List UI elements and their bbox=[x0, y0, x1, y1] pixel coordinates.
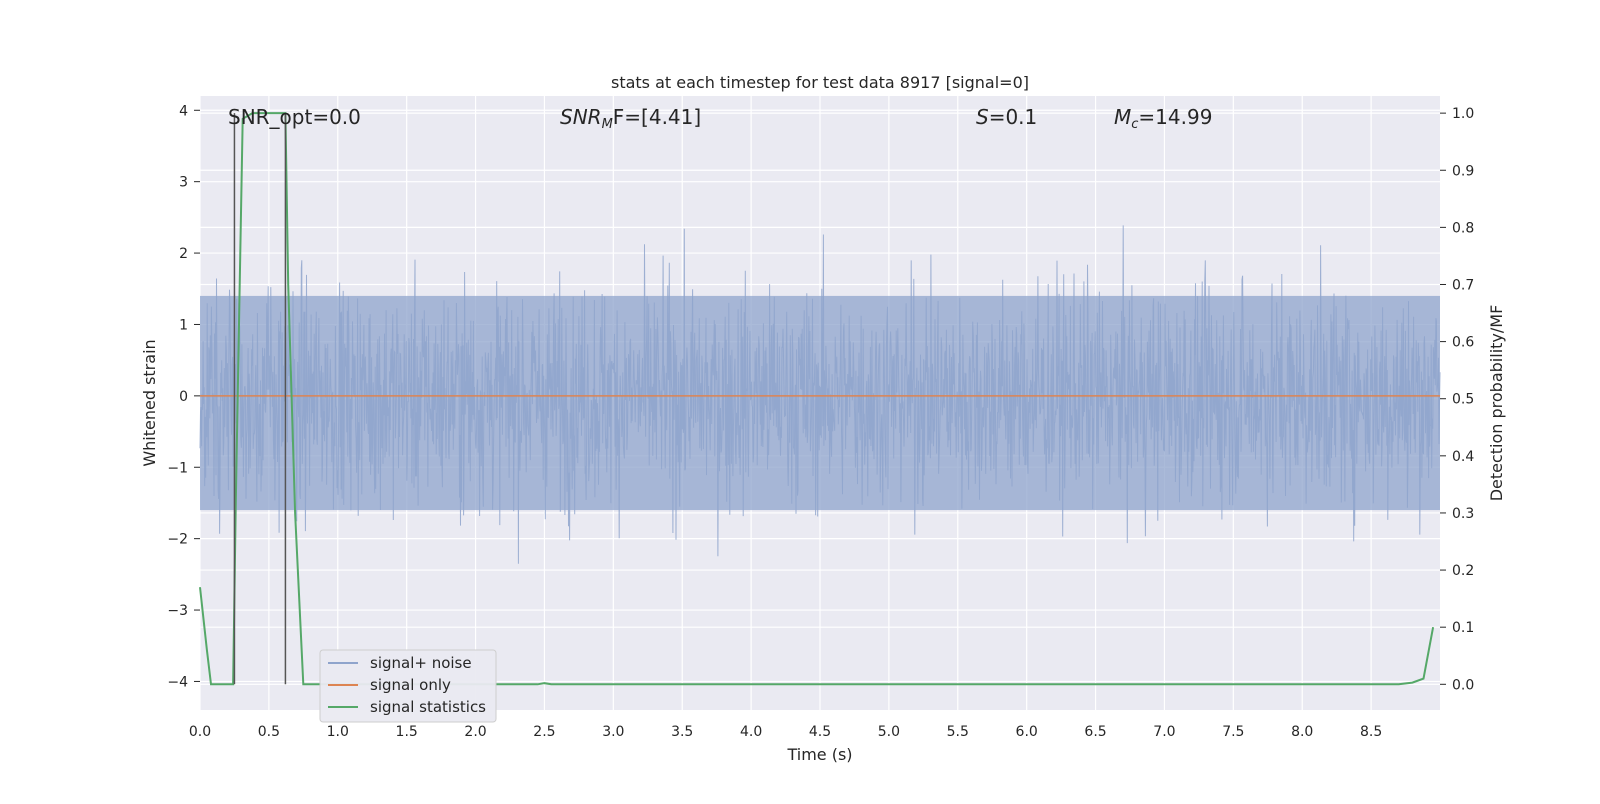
y-tick-label-right: 0.3 bbox=[1452, 506, 1474, 522]
x-tick-label: 5.5 bbox=[947, 724, 969, 740]
y-tick-label-left: −2 bbox=[167, 532, 188, 548]
y-tick-label-left: 3 bbox=[179, 175, 188, 191]
annotation-snr-mf-subscript: M bbox=[602, 117, 613, 132]
annotation-s: S=0.1 bbox=[976, 105, 1037, 129]
y-axis-label-right: Detection probability/MF bbox=[1487, 305, 1506, 502]
x-tick-label: 8.0 bbox=[1291, 724, 1313, 740]
legend-box bbox=[319, 649, 497, 723]
x-tick-labels: 0.0 0.5 1.0 1.5 2.0 2.5 3.0 3.5 4.0 4.5 5.0 5.5 6.0 6… bbox=[189, 724, 1382, 740]
y-tick-labels-left: −4 −3 −2 −1 0 1 2 3 4 bbox=[167, 103, 200, 690]
y-tick-label-right: 0.1 bbox=[1452, 620, 1474, 636]
y-tick-label-left: −4 bbox=[167, 674, 188, 690]
y-tick-label-right: 0.4 bbox=[1452, 449, 1474, 465]
signal-noise-series bbox=[199, 225, 1441, 564]
vertical-markers bbox=[233, 113, 287, 685]
y-tick-label-left: 4 bbox=[179, 103, 188, 119]
annotation-mc: Mc=14.99 bbox=[1114, 105, 1212, 132]
y-tick-label-left: 0 bbox=[179, 389, 188, 405]
y-tick-label-left: −1 bbox=[167, 460, 188, 476]
annotation-mc-subscript: c bbox=[1131, 117, 1138, 132]
y-tick-label-right: 0.7 bbox=[1452, 277, 1474, 293]
annotation-snr-mf-symbol: SNR bbox=[560, 105, 602, 129]
x-tick-label: 7.0 bbox=[1153, 724, 1175, 740]
annotation-snr-mf: SNRMF=[4.41] bbox=[560, 105, 701, 132]
x-tick-label: 0.0 bbox=[189, 724, 211, 740]
series-layer bbox=[199, 112, 1440, 686]
x-tick-label: 7.5 bbox=[1222, 724, 1244, 740]
y-tick-label-right: 0.2 bbox=[1452, 563, 1474, 579]
x-tick-label: 6.5 bbox=[1084, 724, 1106, 740]
x-tick-label: 6.0 bbox=[1016, 724, 1038, 740]
x-axis-label: Time (s) bbox=[786, 745, 852, 764]
y-tick-label-right: 0.6 bbox=[1452, 335, 1474, 351]
x-tick-label: 0.5 bbox=[258, 724, 280, 740]
annotation-mc-symbol: M bbox=[1114, 105, 1131, 129]
y-tick-label-right: 0.0 bbox=[1452, 677, 1474, 693]
x-tick-label: 5.0 bbox=[878, 724, 900, 740]
y-axis-label-left: Whitened strain bbox=[140, 339, 159, 466]
x-tick-label: 4.5 bbox=[809, 724, 831, 740]
x-tick-label: 1.0 bbox=[327, 724, 349, 740]
annotation-mc-value: =14.99 bbox=[1138, 105, 1212, 129]
y-tick-labels-right: 0.0 0.1 0.2 0.3 0.4 0.5 0.6 0.7 0.8 0.9 1.0 bbox=[1440, 106, 1474, 693]
annotation-s-value: =0.1 bbox=[989, 105, 1038, 129]
y-tick-label-right: 0.5 bbox=[1452, 392, 1474, 408]
x-tick-label: 2.0 bbox=[464, 724, 486, 740]
y-tick-label-left: 2 bbox=[179, 246, 188, 262]
legend-label-signal-statistics: signal statistics bbox=[370, 698, 486, 716]
signal-statistics-line bbox=[199, 112, 1435, 686]
y-tick-label-right: 0.9 bbox=[1452, 163, 1474, 179]
x-tick-label: 3.0 bbox=[602, 724, 624, 740]
x-tick-label: 8.5 bbox=[1360, 724, 1382, 740]
x-tick-label: 1.5 bbox=[396, 724, 418, 740]
legend: signal+ noise signal only signal statist… bbox=[319, 649, 497, 723]
x-tick-label: 3.5 bbox=[671, 724, 693, 740]
y-tick-label-right: 1.0 bbox=[1452, 106, 1474, 122]
y-tick-label-left: 1 bbox=[179, 317, 188, 333]
annotation-snr-opt: SNR_opt=0.0 bbox=[228, 105, 361, 129]
x-tick-label: 4.0 bbox=[740, 724, 762, 740]
legend-label-signal-noise: signal+ noise bbox=[370, 654, 472, 672]
annotation-snr-mf-value: F=[4.41] bbox=[613, 105, 701, 129]
y-tick-label-left: −3 bbox=[167, 603, 188, 619]
chart-title: stats at each timestep for test data 891… bbox=[611, 73, 1029, 92]
x-tick-label: 2.5 bbox=[533, 724, 555, 740]
signal-noise-dense-band bbox=[200, 295, 1440, 511]
annotation-s-symbol: S bbox=[976, 105, 989, 129]
legend-label-signal-only: signal only bbox=[370, 676, 451, 694]
y-tick-label-right: 0.8 bbox=[1452, 220, 1474, 236]
